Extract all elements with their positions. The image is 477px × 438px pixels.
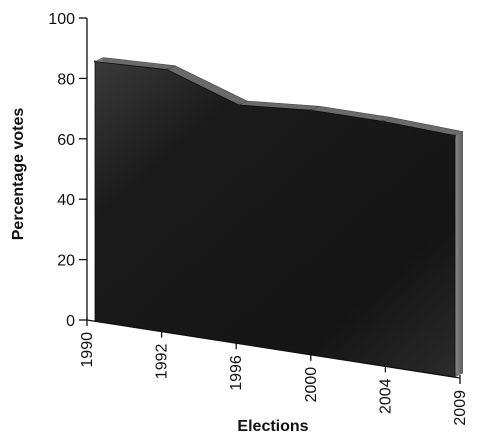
area-point-1992	[165, 68, 169, 71]
y-axis-title: Percentage votes	[10, 108, 27, 241]
area-point-2004	[381, 120, 385, 123]
axes	[86, 18, 461, 379]
x-tick-label: 2009	[452, 390, 469, 426]
area-side-face	[455, 131, 463, 378]
area-point-2000	[309, 109, 313, 112]
x-tick-label: 1992	[154, 343, 171, 379]
area-point-1990	[93, 60, 97, 63]
area-point-2009	[453, 134, 457, 137]
y-tick-label: 100	[48, 11, 75, 28]
x-tick-label: 1996	[228, 355, 245, 391]
y-axis-ticks: 0 20 40 60 80 100	[48, 11, 87, 330]
y-tick-label: 20	[57, 253, 75, 270]
area-point-1996	[237, 103, 241, 107]
x-tick-label: 1990	[79, 332, 96, 368]
y-tick-label: 0	[66, 313, 75, 330]
x-axis-ticks: 1990 1992 1996 2000 2004 2009	[79, 317, 469, 426]
x-tick-label: 2004	[377, 378, 394, 414]
y-tick-label: 80	[57, 71, 75, 88]
area-series	[93, 60, 457, 378]
x-axis-title: Elections	[237, 418, 308, 435]
x-axis-line	[86, 319, 461, 379]
x-tick-label: 2000	[303, 367, 320, 403]
y-tick-label: 60	[57, 132, 75, 149]
y-tick-label: 40	[57, 192, 75, 209]
